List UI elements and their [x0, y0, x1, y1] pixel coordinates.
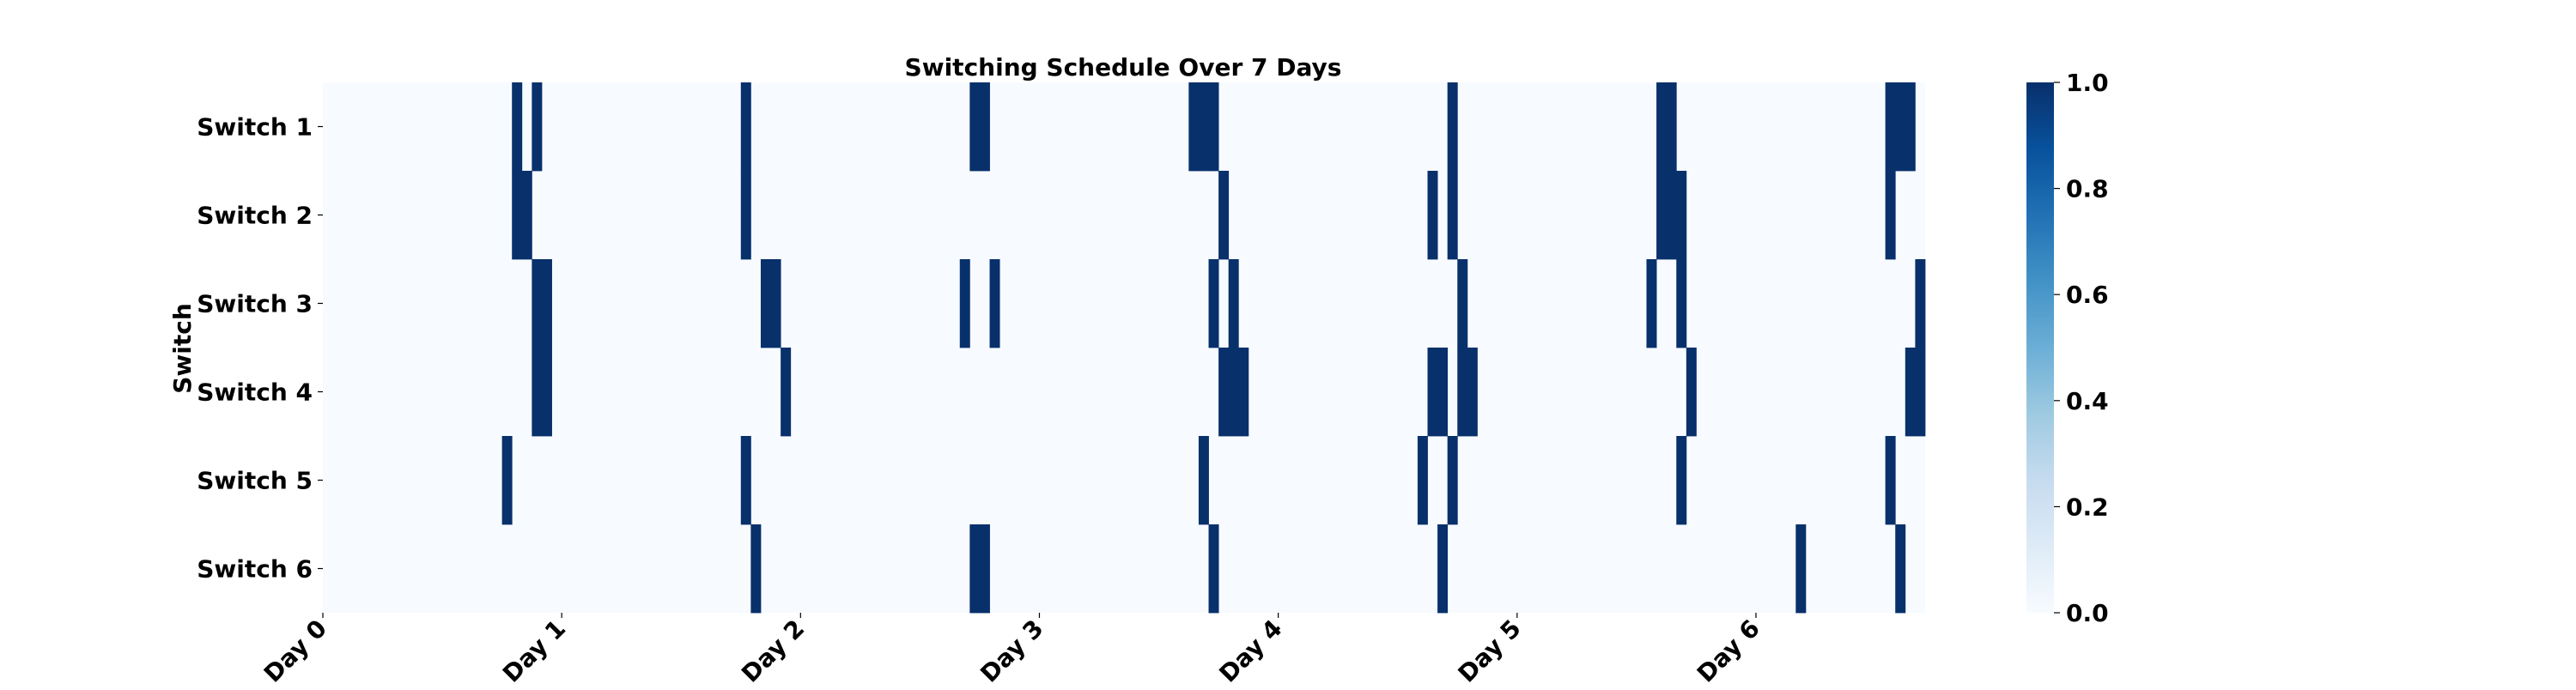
y-tick-label: Switch 5 [197, 467, 313, 495]
heatmap-cell [532, 348, 543, 437]
heatmap-cell [770, 259, 781, 348]
heatmap-cell [1656, 171, 1668, 260]
heatmap-cell [760, 259, 771, 348]
heatmap-cell [1885, 171, 1896, 260]
colorbar [2026, 82, 2054, 613]
heatmap-cell [1228, 259, 1239, 348]
x-tick-label: Day 4 [1213, 614, 1287, 687]
heatmap-cell [979, 82, 990, 172]
x-axis-ticks: Day 0 Day 1 Day 2 Day 3 Day 4 Day 5 Day 6 [258, 613, 1765, 688]
heatmap-cell [1915, 259, 1926, 348]
heatmap-cell [1915, 348, 1926, 437]
heatmap-cell [1208, 82, 1219, 172]
colorbar-tick-label: 0.2 [2066, 493, 2109, 521]
heatmap-cell [1427, 171, 1438, 260]
heatmap-cell [541, 348, 552, 437]
y-tick-label: Switch 1 [197, 113, 313, 142]
heatmap-cell [1447, 436, 1458, 525]
heatmap-cell [1795, 524, 1807, 614]
heatmap-cell [532, 259, 543, 348]
heatmap-cell [1447, 171, 1458, 260]
heatmap-cell [1218, 348, 1230, 437]
heatmap-cell [1885, 436, 1896, 525]
heatmap-cell [1457, 259, 1468, 348]
heatmap-cell [541, 259, 552, 348]
heatmap-cells [323, 82, 1926, 614]
heatmap-cell [1656, 82, 1668, 172]
heatmap-cell [1208, 259, 1219, 348]
heatmap-cell [1198, 82, 1209, 172]
heatmap-cell [1666, 82, 1677, 172]
x-tick-label: Day 5 [1453, 614, 1527, 687]
chart-title: Switching Schedule Over 7 Days [905, 53, 1342, 82]
heatmap-cell [521, 171, 532, 260]
heatmap-cell [1676, 259, 1687, 348]
heatmap-cell [750, 524, 762, 614]
heatmap-cell [740, 171, 751, 260]
y-axis-label: Switch [168, 303, 197, 394]
x-tick-label: Day 3 [975, 614, 1048, 687]
colorbar-ticks: 0.0 0.2 0.4 0.6 0.8 1.0 [2054, 69, 2109, 627]
heatmap-cell [1457, 348, 1468, 437]
y-tick-label: Switch 3 [197, 290, 313, 318]
heatmap-cell [1467, 348, 1478, 437]
x-tick-label: Day 2 [736, 614, 810, 687]
heatmap-cell [512, 82, 523, 172]
x-tick-label: Day 1 [497, 614, 571, 687]
y-tick-label: Switch 6 [197, 555, 313, 584]
heatmap-cell [1208, 524, 1219, 614]
heatmap-cell [1447, 82, 1458, 172]
heatmap-cell [1188, 82, 1200, 172]
y-axis-ticks: Switch 1 Switch 2 Switch 3 Switch 4 Switch 5… [197, 113, 323, 584]
heatmap-cell [989, 259, 1000, 348]
heatmap-cell [969, 82, 981, 172]
heatmap-cell [740, 436, 751, 525]
colorbar-tick-label: 0.8 [2066, 175, 2109, 203]
colorbar-tick-label: 0.4 [2066, 387, 2109, 415]
heatmap-cell [1238, 348, 1249, 437]
heatmap-cell [1218, 171, 1230, 260]
heatmap-cell [532, 82, 543, 172]
heatmap-cell [512, 171, 523, 260]
heatmap-cell [1905, 82, 1916, 172]
heatmap-cell [969, 524, 981, 614]
heatmap-cell [1427, 348, 1438, 437]
heatmap-cell [1666, 171, 1677, 260]
heatmap-cell [1228, 348, 1239, 437]
x-tick-label: Day 0 [258, 614, 332, 687]
heatmap-cell [740, 82, 751, 172]
colorbar-tick-label: 0.0 [2066, 599, 2109, 627]
heatmap-cell [1676, 436, 1687, 525]
heatmap-cell [959, 259, 970, 348]
colorbar-tick-label: 1.0 [2066, 69, 2109, 97]
heatmap-cell [1676, 171, 1687, 260]
heatmap-cell [1646, 259, 1657, 348]
heatmap-cell [1905, 348, 1916, 437]
heatmap-cell [1885, 82, 1896, 172]
heatmap-cell [1198, 436, 1209, 525]
heatmap-cell [1437, 524, 1449, 614]
y-tick-label: Switch 4 [197, 378, 313, 407]
y-tick-label: Switch 2 [197, 202, 313, 230]
heatmap-cell [1895, 524, 1906, 614]
heatmap-cell [781, 348, 792, 437]
heatmap-cell [1437, 348, 1449, 437]
x-tick-label: Day 6 [1692, 614, 1765, 687]
heatmap-cell [1686, 348, 1697, 437]
heatmap-cell [1895, 82, 1906, 172]
heatmap-cell [501, 436, 513, 525]
heatmap-cell [979, 524, 990, 614]
heatmap-cell [1417, 436, 1428, 525]
colorbar-tick-label: 0.6 [2066, 281, 2109, 309]
